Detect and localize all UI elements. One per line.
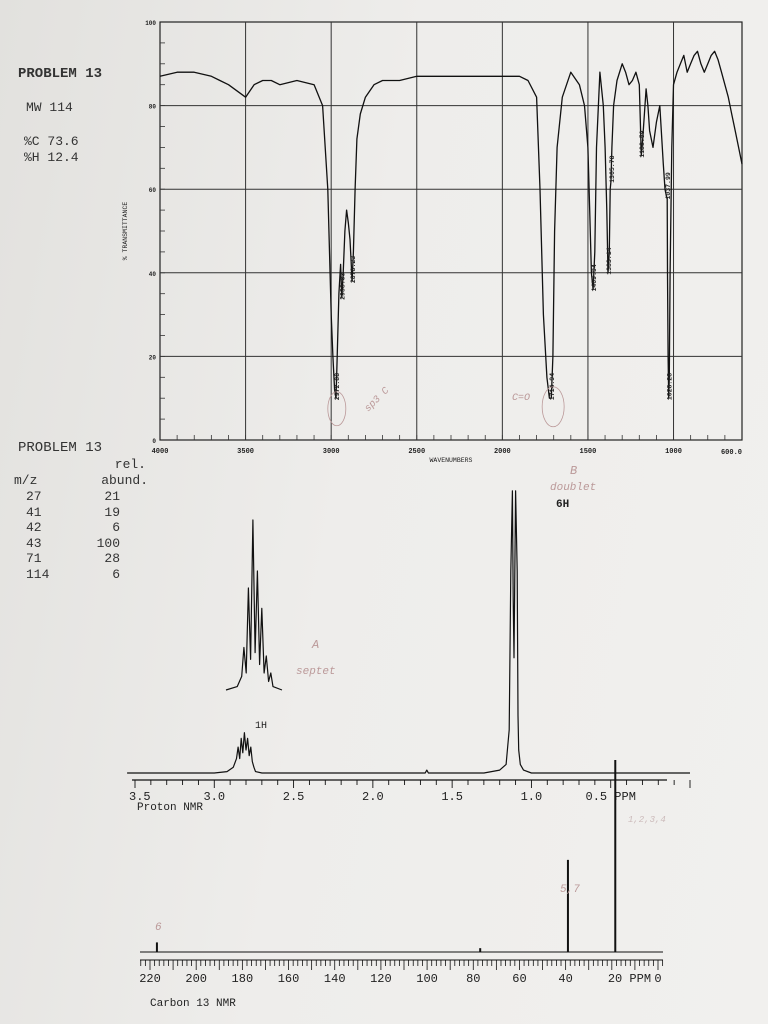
ir-y-tick-label: 80 <box>149 104 157 111</box>
ms-abundance-value: 21 <box>104 489 120 504</box>
ir-peak-circle-carbonyl <box>541 386 565 428</box>
ir-x-tick-label: 3500 <box>237 448 254 456</box>
c-nmr-annotation-57: 5,7 <box>560 884 580 896</box>
c-nmr-tick-label: 120 <box>370 972 392 986</box>
c-nmr-tick-label: 140 <box>324 972 346 986</box>
h-nmr-tick-label: 3.5 <box>129 790 151 804</box>
ir-x-tick-label: 2500 <box>408 448 425 456</box>
ir-y-tick-label: 60 <box>149 187 157 194</box>
ir-peak-label: 1188.59 <box>639 130 646 157</box>
c-nmr-annotation-6: 6 <box>155 922 162 934</box>
ir-y-tick-label: 20 <box>149 354 157 361</box>
c-nmr-tick-label: 220 <box>139 972 161 986</box>
ir-y-tick-label: 40 <box>149 271 157 278</box>
ms-abundance-value: 6 <box>112 566 120 582</box>
c-nmr-tick-label: 180 <box>232 972 254 986</box>
c-nmr-annotation-1234: 1,2,3,4 <box>628 815 666 825</box>
annotation-doublet: doublet <box>550 482 596 494</box>
integration-6h: 6H <box>556 499 569 511</box>
ms-mz-value: 114 <box>26 566 50 582</box>
ir-x-tick-label: 600.0 <box>721 449 742 457</box>
annotation-septet: septet <box>296 666 336 678</box>
ms-abund-header: abund. <box>101 473 148 488</box>
c-nmr-tick-label: 80 <box>466 972 480 986</box>
h-nmr-tick-label: 2.0 <box>362 790 384 804</box>
h-nmr-tick-label: 2.5 <box>283 790 305 804</box>
c-nmr-tick-label: 40 <box>558 972 572 986</box>
ir-y-axis-label: % TRANSMITTANCE <box>122 202 129 261</box>
ms-abundance-value: 28 <box>104 551 120 566</box>
c-nmr-tick-label: 0 <box>654 972 661 986</box>
ir-y-tick-label: 0 <box>152 438 156 445</box>
ir-annotation-sp3c: sp3 C <box>363 386 392 415</box>
ms-mz-value: 42 <box>26 520 42 535</box>
ir-x-axis-label: WAVENUMBERS <box>430 457 473 464</box>
ms-mz-value: 71 <box>26 551 42 566</box>
ms-mz-value: 41 <box>26 504 42 520</box>
c-nmr-tick-label: 160 <box>278 972 300 986</box>
ir-annotation-carbonyl: C=O <box>512 393 530 404</box>
ir-x-tick-label: 1500 <box>580 448 597 456</box>
h-nmr-septet-inset <box>225 519 283 691</box>
ir-peak-label: 1383.14 <box>606 247 613 274</box>
ms-mz-value: 27 <box>26 489 42 504</box>
c-nmr-tick-label: 200 <box>185 972 207 986</box>
ir-peak-label: 2972.88 <box>334 373 341 400</box>
annotation-b: B <box>570 464 577 478</box>
c-nmr-tick-label: 20 PPM <box>608 972 651 986</box>
molecular-weight: MW 114 <box>26 100 73 115</box>
ir-plot-frame <box>159 21 743 441</box>
ir-peak-label: 1365.78 <box>609 155 616 182</box>
ir-peak-label: 2938.83 <box>340 272 347 299</box>
ms-mz-value: 43 <box>26 535 42 551</box>
ir-transmittance-trace <box>159 50 743 399</box>
c-nmr-tick-label: 60 <box>512 972 526 986</box>
ir-x-tick-label: 4000 <box>152 448 169 456</box>
integration-1h: 1H <box>255 721 267 732</box>
ir-y-tick-label: 100 <box>145 20 156 27</box>
h-nmr-axis-label: Proton NMR <box>137 802 203 814</box>
ms-abundance-value: 19 <box>104 504 120 520</box>
percent-hydrogen: %H 12.4 <box>24 150 79 165</box>
ms-mz-header: m/z <box>14 473 38 488</box>
annotation-a: A <box>311 638 319 652</box>
h-nmr-tick-label: 1.0 <box>521 790 543 804</box>
h-nmr-tick-label: 1.5 <box>441 790 463 804</box>
ir-peak-label: 1469.94 <box>591 264 598 291</box>
c-nmr-tick-label: 100 <box>416 972 438 986</box>
ms-rel-header: rel. <box>114 457 146 472</box>
ir-x-tick-label: 3000 <box>323 448 340 456</box>
ir-peak-label: 2878.23 <box>350 256 357 283</box>
ir-spectrum: 4000 3500 3000 2500 2000 1500 1000 600.0 100 80 60… <box>122 20 743 464</box>
h-nmr-trace <box>127 490 690 774</box>
ir-peak-label: 1037.99 <box>665 172 672 199</box>
c-nmr-axis-label: Carbon 13 NMR <box>150 998 236 1010</box>
h-nmr-tick-label: 3.0 <box>203 790 225 804</box>
ir-x-tick-label: 1000 <box>665 448 682 456</box>
h-nmr-tick-label: 0.5 PPM <box>586 790 636 804</box>
percent-carbon: %C 73.6 <box>24 134 79 149</box>
nmr-spectra: 3.5 3.0 2.5 2.0 1.5 1.0 0.5 PPM Proton NMR 1H 6H B… <box>127 464 691 1010</box>
ir-problem-title: PROBLEM 13 <box>18 66 103 82</box>
ir-peak-circle-sp3 <box>327 391 347 427</box>
ms-abundance-value: 100 <box>96 535 120 551</box>
ir-x-tick-label: 2000 <box>494 448 511 456</box>
ir-peak-label: 1028.28 <box>667 373 674 400</box>
ms-problem-title: PROBLEM 13 <box>18 440 103 456</box>
ms-abundance-value: 6 <box>112 520 120 535</box>
